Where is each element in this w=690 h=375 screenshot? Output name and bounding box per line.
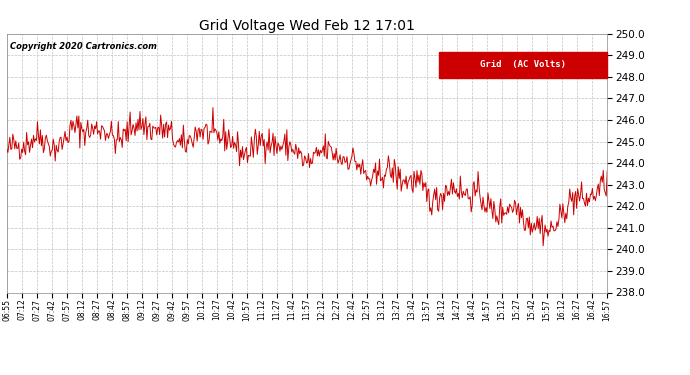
Bar (439, 52, 607, 78)
Text: Grid  (AC Volts): Grid (AC Volts) (480, 60, 566, 69)
Text: Copyright 2020 Cartronics.com: Copyright 2020 Cartronics.com (10, 42, 157, 51)
Title: Grid Voltage Wed Feb 12 17:01: Grid Voltage Wed Feb 12 17:01 (199, 19, 415, 33)
